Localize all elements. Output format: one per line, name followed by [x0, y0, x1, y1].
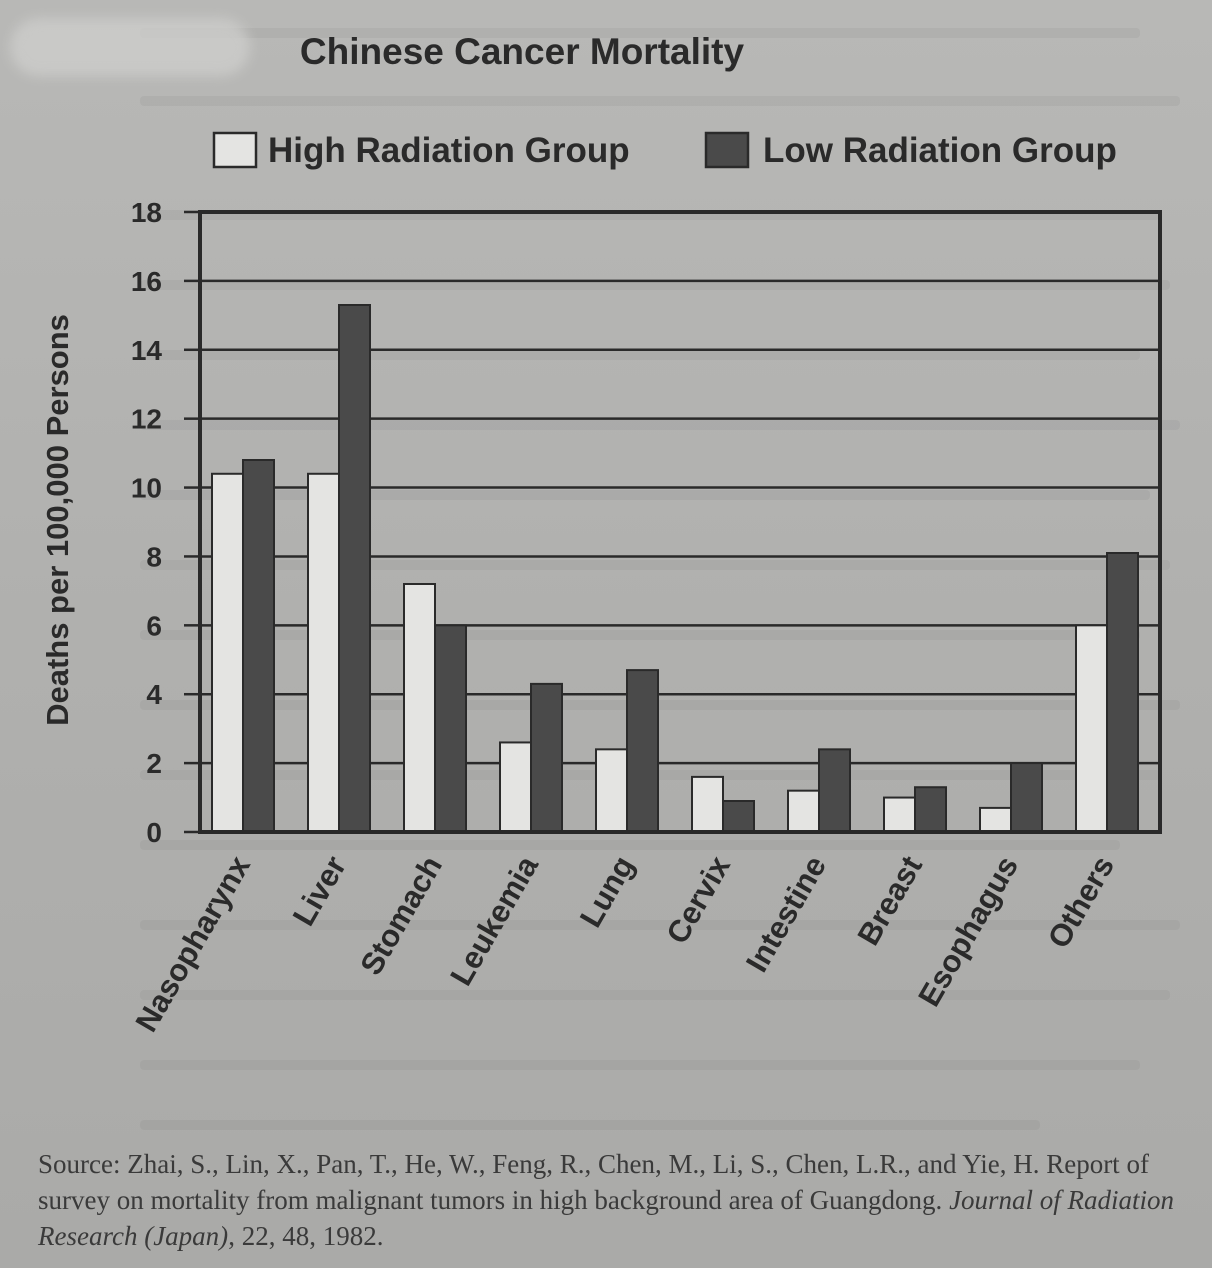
page-smudge: [10, 18, 250, 76]
bar-intestine-high-radiation: [787, 789, 820, 834]
y-axis-label: Deaths per 100,000 Persons: [40, 314, 75, 726]
bar-intestine-low-radiation: [818, 748, 851, 833]
source-suffix: , 22, 48, 1982.: [228, 1221, 384, 1251]
x-category-label-cervix: Cervix: [659, 849, 737, 949]
y-tick-label-12: 12: [131, 404, 162, 435]
y-tick-label-4: 4: [146, 679, 162, 710]
bar-others-high-radiation: [1075, 624, 1108, 833]
bar-stomach-high-radiation: [403, 583, 436, 833]
plot-frame: [198, 210, 1162, 834]
y-tick-label-2: 2: [146, 748, 162, 779]
x-category-label-stomach: Stomach: [353, 850, 449, 981]
legend-label-low-radiation: Low Radiation Group: [763, 131, 1117, 170]
legend-swatch-high-radiation: [212, 131, 258, 169]
legend-label-high-radiation: High Radiation Group: [268, 131, 630, 170]
x-category-label-breast: Breast: [851, 850, 930, 951]
bar-stomach-low-radiation: [434, 624, 467, 833]
source-text: Source: Zhai, S., Lin, X., Pan, T., He, …: [38, 1149, 1149, 1215]
bar-nasopharynx-high-radiation: [211, 472, 244, 833]
x-category-label-intestine: Intestine: [739, 850, 833, 978]
y-tick-label-16: 16: [131, 266, 162, 297]
bar-others-low-radiation: [1106, 552, 1139, 833]
bar-leukemia-low-radiation: [530, 682, 563, 834]
bar-esophagus-high-radiation: [979, 806, 1012, 834]
y-tick-label-18: 18: [131, 197, 162, 228]
x-category-label-esophagus: Esophagus: [911, 850, 1025, 1012]
y-tick-label-0: 0: [146, 817, 162, 848]
chart-title: Chinese Cancer Mortality: [300, 31, 745, 72]
bar-cervix-low-radiation: [722, 800, 755, 833]
source-journal: Journal of Radiation Research (Japan): [38, 1185, 1175, 1251]
bar-liver-high-radiation: [307, 472, 340, 833]
x-category-label-liver: Liver: [286, 850, 353, 932]
source-citation: Source: Zhai, S., Lin, X., Pan, T., He, …: [38, 1146, 1188, 1254]
bar-liver-low-radiation: [338, 304, 371, 833]
bar-leukemia-high-radiation: [499, 741, 532, 834]
x-category-label-others: Others: [1041, 850, 1121, 954]
bar-lung-low-radiation: [626, 669, 659, 833]
legend-swatch-low-radiation: [704, 131, 750, 169]
y-tick-label-6: 6: [146, 610, 162, 641]
y-tick-label-14: 14: [131, 335, 163, 366]
bar-esophagus-low-radiation: [1010, 762, 1043, 833]
x-category-label-nasopharynx: Nasopharynx: [129, 849, 258, 1037]
bar-lung-high-radiation: [595, 748, 628, 833]
y-axis-ticks: 0 2 4 6 8 10 12 14 16 18: [131, 197, 200, 848]
bar-breast-high-radiation: [883, 796, 916, 833]
y-tick-label-8: 8: [146, 541, 162, 572]
bar-chart: Chinese Cancer Mortality High Radiation …: [40, 31, 1162, 1038]
bars: [211, 304, 1139, 834]
bar-nasopharynx-low-radiation: [242, 459, 275, 833]
y-tick-label-10: 10: [131, 473, 162, 504]
x-category-label-lung: Lung: [573, 850, 641, 933]
legend: High Radiation Group Low Radiation Group: [212, 131, 1117, 170]
bar-breast-low-radiation: [914, 786, 947, 834]
x-category-label-leukemia: Leukemia: [443, 849, 545, 991]
bar-cervix-high-radiation: [691, 775, 724, 834]
